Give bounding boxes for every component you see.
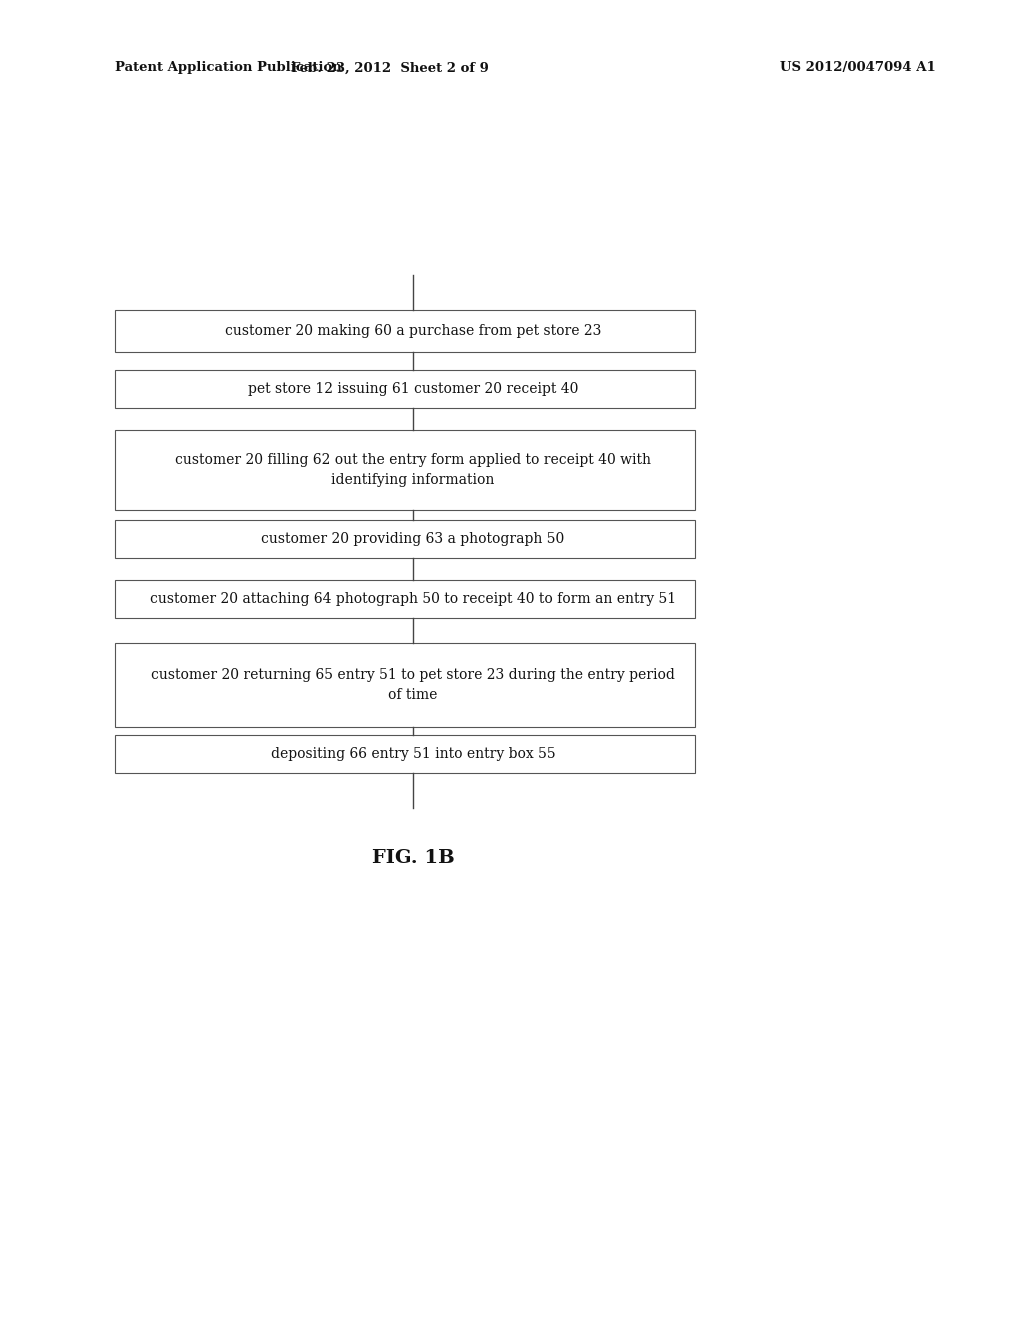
Text: depositing 66 entry 51 into entry box 55: depositing 66 entry 51 into entry box 55 — [270, 747, 555, 762]
Text: customer 20 filling 62 out the entry form applied to receipt 40 with
identifying: customer 20 filling 62 out the entry for… — [175, 453, 651, 487]
Text: pet store 12 issuing 61 customer 20 receipt 40: pet store 12 issuing 61 customer 20 rece… — [248, 381, 579, 396]
Bar — [115, 310, 695, 352]
Text: customer 20 providing 63 a photograph 50: customer 20 providing 63 a photograph 50 — [261, 532, 564, 546]
Bar — [115, 370, 695, 408]
Text: Patent Application Publication: Patent Application Publication — [115, 62, 342, 74]
Bar — [115, 520, 695, 558]
Text: FIG. 1B: FIG. 1B — [372, 849, 455, 867]
Text: customer 20 returning 65 entry 51 to pet store 23 during the entry period
of tim: customer 20 returning 65 entry 51 to pet… — [152, 668, 675, 702]
Text: customer 20 attaching 64 photograph 50 to receipt 40 to form an entry 51: customer 20 attaching 64 photograph 50 t… — [150, 591, 676, 606]
Text: Feb. 23, 2012  Sheet 2 of 9: Feb. 23, 2012 Sheet 2 of 9 — [291, 62, 488, 74]
Bar — [115, 735, 695, 774]
Bar — [115, 579, 695, 618]
Bar — [115, 430, 695, 510]
Text: customer 20 making 60 a purchase from pet store 23: customer 20 making 60 a purchase from pe… — [225, 323, 601, 338]
Bar — [115, 643, 695, 727]
Text: US 2012/0047094 A1: US 2012/0047094 A1 — [780, 62, 936, 74]
